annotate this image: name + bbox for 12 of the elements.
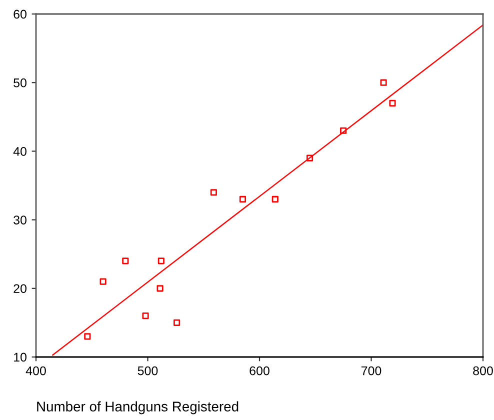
y-tick-label: 30 xyxy=(14,216,26,224)
y-tick-label: 60 xyxy=(14,10,26,19)
x-tick-label: 800 xyxy=(473,366,493,376)
y-tick-label: 50 xyxy=(14,78,26,88)
x-tick-label: 600 xyxy=(250,366,270,376)
x-tick-label: 400 xyxy=(26,366,46,376)
y-tick-label: 20 xyxy=(14,284,26,294)
y-tick-label: 10 xyxy=(14,352,26,362)
x-tick-label: 700 xyxy=(361,366,382,376)
y-tick-label: 40 xyxy=(13,147,26,156)
x-axis-title: Number of Handguns Registered xyxy=(37,401,238,414)
x-tick-label: 500 xyxy=(138,366,158,376)
